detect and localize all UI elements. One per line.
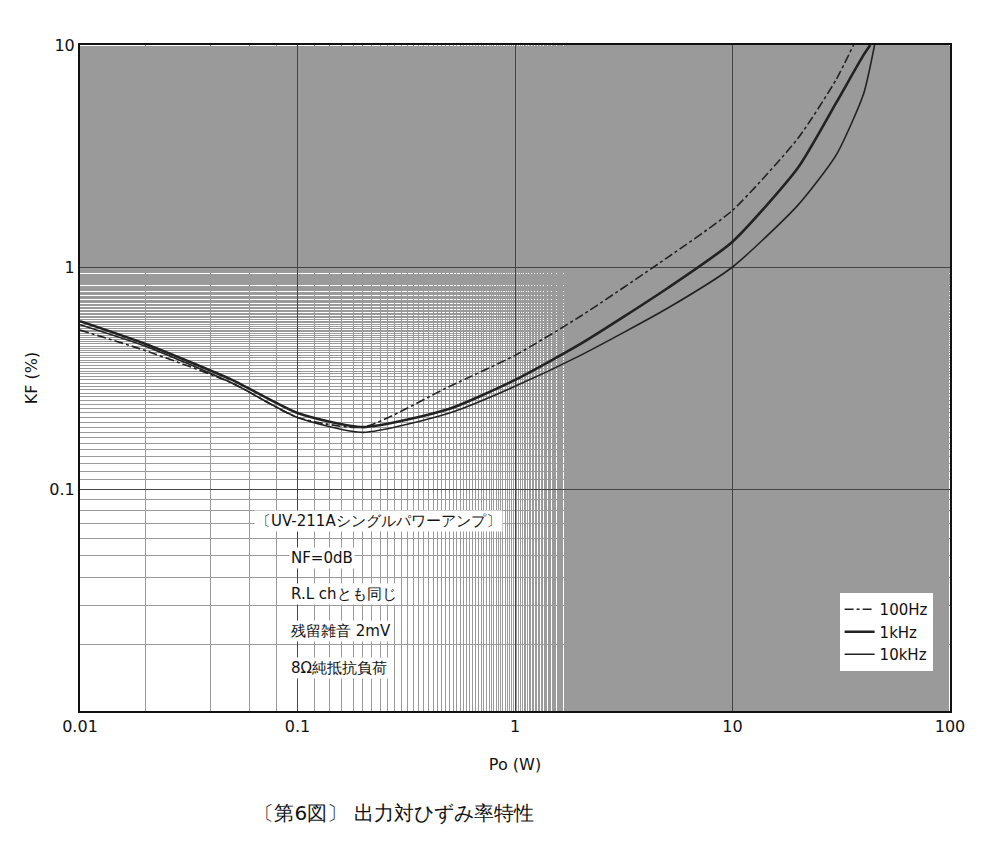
svg-text:〔第6図〕 出力対ひずみ率特性: 〔第6図〕 出力対ひずみ率特性 (254, 801, 533, 825)
svg-text:1: 1 (510, 717, 520, 736)
svg-text:1: 1 (65, 258, 75, 277)
svg-text:Po (W): Po (W) (489, 755, 541, 774)
svg-text:100Hz: 100Hz (880, 601, 928, 619)
svg-text:NF=0dB: NF=0dB (291, 549, 353, 567)
svg-text:〔UV-211Aシングルパワーアンプ〕: 〔UV-211Aシングルパワーアンプ〕 (256, 512, 501, 530)
svg-text:10kHz: 10kHz (880, 646, 927, 664)
svg-text:0.01: 0.01 (62, 717, 98, 736)
svg-text:0.1: 0.1 (285, 717, 310, 736)
svg-text:R.L chとも同じ: R.L chとも同じ (291, 585, 397, 603)
svg-text:100: 100 (935, 717, 966, 736)
svg-text:8Ω純抵抗負荷: 8Ω純抵抗負荷 (291, 659, 387, 677)
svg-text:1kHz: 1kHz (880, 624, 918, 642)
svg-text:0.1: 0.1 (49, 480, 74, 499)
svg-text:KF (%): KF (%) (22, 352, 41, 404)
svg-text:10: 10 (54, 36, 74, 55)
svg-text:10: 10 (722, 717, 742, 736)
svg-text:残留雑音 2mV: 残留雑音 2mV (291, 622, 391, 640)
